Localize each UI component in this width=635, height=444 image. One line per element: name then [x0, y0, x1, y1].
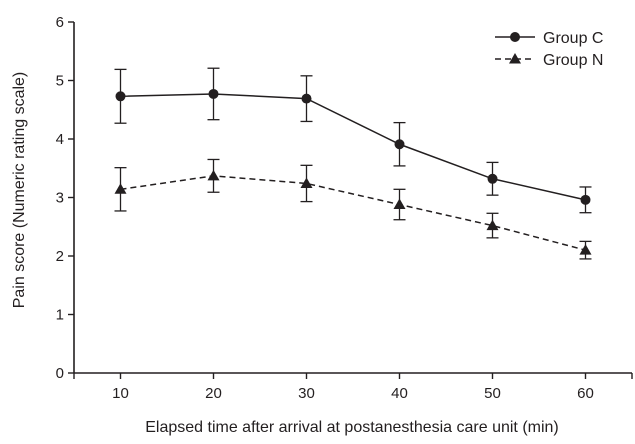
series-line — [120, 175, 586, 251]
series-group-c — [114, 67, 592, 214]
y-tick-label: 2 — [56, 248, 64, 265]
data-point — [115, 91, 126, 102]
series-line — [120, 93, 586, 201]
legend-item-group-c: Group C — [495, 30, 603, 47]
axes — [73, 22, 632, 374]
y-tick-label: 5 — [56, 73, 64, 90]
legend-label: Group N — [543, 52, 603, 69]
data-point — [300, 177, 313, 188]
data-point — [207, 169, 220, 181]
series-group-n — [114, 158, 592, 260]
x-axis-title: Elapsed time after arrival at postanesth… — [145, 419, 559, 436]
y-tick-label: 3 — [56, 190, 64, 207]
x-tick-label: 10 — [112, 385, 129, 402]
legend: Group C Group N — [495, 30, 603, 69]
ticks: 0 1 2 3 4 5 6 10 20 30 40 50 60 — [56, 14, 633, 402]
data-point — [580, 194, 591, 205]
x-tick-label: 60 — [577, 385, 594, 402]
data-point — [487, 173, 498, 184]
series-layer — [114, 67, 592, 260]
data-point — [486, 219, 499, 231]
y-tick-label: 6 — [56, 14, 64, 31]
y-tick-label: 0 — [56, 365, 64, 382]
legend-label: Group C — [543, 30, 603, 47]
data-point — [208, 88, 219, 99]
data-point — [394, 139, 405, 150]
y-axis-title: Pain score (Numeric rating scale) — [11, 72, 28, 309]
data-point — [579, 244, 592, 255]
legend-marker — [509, 53, 521, 64]
x-tick-label: 20 — [205, 385, 222, 402]
x-tick-label: 50 — [484, 385, 501, 402]
legend-marker — [510, 32, 520, 42]
y-tick-label: 4 — [56, 131, 64, 148]
legend-item-group-n: Group N — [495, 52, 603, 69]
data-point — [393, 198, 406, 210]
data-point — [301, 93, 312, 104]
x-tick-label: 40 — [391, 385, 408, 402]
x-tick-label: 30 — [298, 385, 315, 402]
data-point — [114, 183, 127, 194]
y-tick-label: 1 — [56, 307, 64, 324]
